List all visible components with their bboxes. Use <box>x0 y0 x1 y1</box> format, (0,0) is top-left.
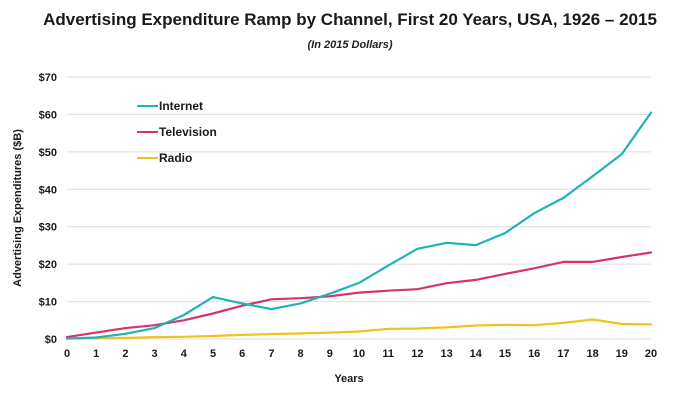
legend: Internet Television Radio <box>137 99 217 165</box>
y-axis-label: Advertising Expenditures ($B) <box>12 129 24 287</box>
x-axis-label: Years <box>334 373 363 385</box>
x-tick-label: 10 <box>353 348 365 360</box>
legend-label-television: Television <box>159 125 217 139</box>
y-axis-ticks: $0 $10 $20 $30 $40 $50 $60 $70 <box>39 72 57 346</box>
legend-label-radio: Radio <box>159 151 192 165</box>
x-tick-label: 1 <box>93 348 99 360</box>
series-line-radio <box>65 318 653 340</box>
y-tick-label: $40 <box>39 184 57 196</box>
x-tick-label: 17 <box>557 348 569 360</box>
x-tick-label: 9 <box>327 348 333 360</box>
x-tick-label: 15 <box>499 348 511 360</box>
x-tick-label: 6 <box>239 348 245 360</box>
y-tick-label: $20 <box>39 259 57 271</box>
x-tick-label: 8 <box>298 348 304 360</box>
y-tick-label: $0 <box>45 334 57 346</box>
x-tick-label: 7 <box>268 348 274 360</box>
x-tick-label: 14 <box>470 348 483 360</box>
series-lines <box>65 111 653 340</box>
x-tick-label: 5 <box>210 348 216 360</box>
y-tick-label: $50 <box>39 147 57 159</box>
x-tick-label: 4 <box>181 348 188 360</box>
chart-title: Advertising Expenditure Ramp by Channel,… <box>43 10 657 29</box>
chart-subtitle: (In 2015 Dollars) <box>307 39 393 51</box>
x-tick-label: 20 <box>645 348 657 360</box>
x-tick-label: 18 <box>586 348 598 360</box>
x-tick-label: 12 <box>411 348 423 360</box>
y-tick-label: $60 <box>39 109 57 121</box>
y-tick-label: $30 <box>39 222 57 234</box>
series-line-television <box>65 251 653 339</box>
x-tick-label: 19 <box>616 348 628 360</box>
x-tick-label: 2 <box>122 348 128 360</box>
y-tick-label: $10 <box>39 297 57 309</box>
x-axis-ticks: 0 1 2 3 4 5 6 7 8 9 10 11 12 13 14 15 16 17 18 19 20 <box>64 348 657 360</box>
gridlines <box>67 76 651 340</box>
x-tick-label: 16 <box>528 348 540 360</box>
x-tick-label: 3 <box>152 348 158 360</box>
legend-label-internet: Internet <box>159 99 203 113</box>
x-tick-label: 11 <box>382 348 394 360</box>
series-line-internet <box>65 111 653 340</box>
x-tick-label: 0 <box>64 348 70 360</box>
x-tick-label: 13 <box>440 348 452 360</box>
y-tick-label: $70 <box>39 72 57 84</box>
